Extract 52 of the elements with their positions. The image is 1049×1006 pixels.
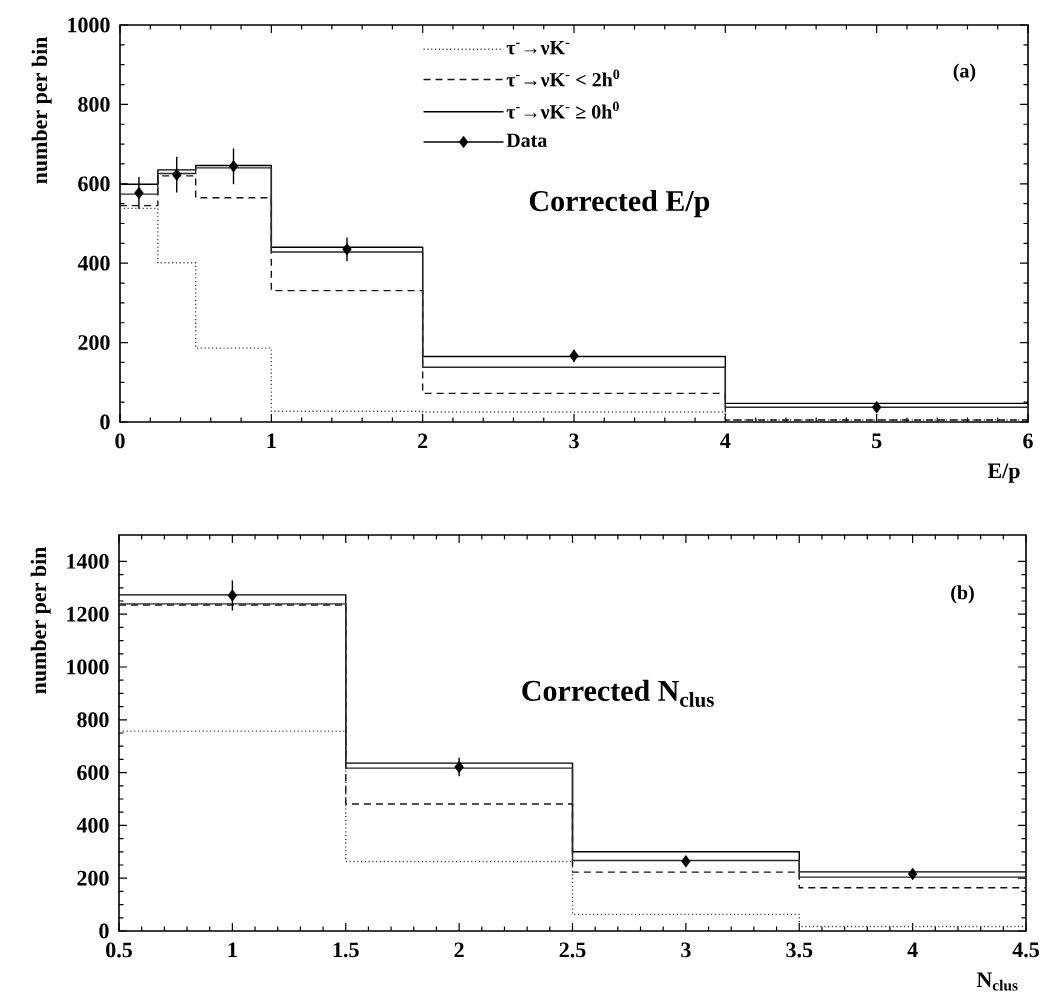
point [342,243,352,256]
legend-label: τ$^{-}$→νK$^{-}$ ≥ 0h$^{0}$ [506,101,619,119]
y-axis-title: number per bin [30,546,51,694]
x-tick-label: 4.5 [1012,942,1039,958]
point [134,186,144,200]
y-tick-label: 1400 [67,553,109,569]
legend-label: τ$^{-}$→νK$^{-}$ < 2h$^{0}$ [506,69,620,87]
annotation: Corrected E/p [529,190,710,218]
x-axis-title: E/p [987,463,1020,483]
y-tick-label: 800 [77,712,109,728]
x-tick-label: 0.5 [106,942,132,958]
x-tick-label: 0 [115,433,125,449]
y-tick-label: 600 [78,176,110,192]
legend-label: Data [506,133,548,148]
point [227,589,238,602]
x-tick-label: 3 [569,433,579,449]
x-tick-label: 1 [228,942,237,958]
x-tick-label: 3.5 [786,942,813,958]
x-axis-title: N$_{clus}$ [976,972,1018,991]
annotation: Corrected N$_{clus}$ [522,679,714,707]
point [454,760,464,774]
y-tick-label: 600 [77,765,109,781]
x-tick-label: 2.5 [559,942,586,958]
x-tick-label: 3 [681,942,691,958]
x-tick-label: 1.5 [333,942,359,958]
y-tick-label: 0 [100,414,110,430]
y-tick-label: 1200 [67,606,109,622]
x-tick-label: 4 [907,942,918,957]
point [569,349,579,362]
y-tick-label: 200 [78,335,110,351]
x-tick-label: 6 [1023,433,1033,449]
x-tick-label: 4 [720,433,731,448]
x-tick-label: 1 [267,433,276,449]
x-tick-label: 2 [418,433,428,449]
y-axis-title: number per bin [31,36,52,184]
point [228,160,239,173]
x-tick-label: 2 [454,942,464,958]
y-tick-label: 400 [77,255,110,271]
y-tick-label: 400 [76,817,109,833]
y-tick-label: 1000 [67,659,109,675]
y-tick-label: 800 [78,96,110,112]
y-tick-label: 0 [99,923,109,939]
point [681,855,691,868]
legend-label: τ$^{-}$→νK$^{-}$ [506,41,570,55]
point [907,867,918,881]
y-tick-label: 200 [77,870,109,886]
point [871,401,882,414]
x-tick-label: 5 [872,433,882,449]
y-tick-label: 1000 [68,17,110,33]
annotation: (b) [951,585,974,604]
annotation: (a) [953,63,976,82]
point [172,168,182,181]
